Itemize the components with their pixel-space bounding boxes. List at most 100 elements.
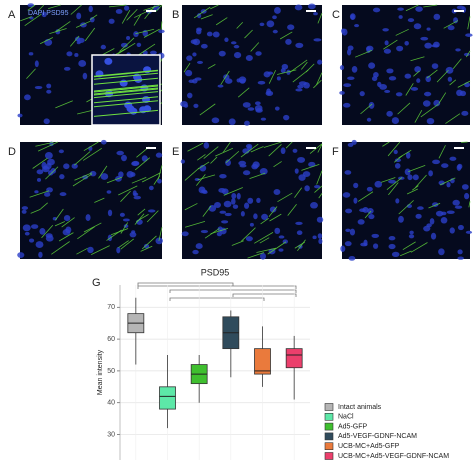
nucleus [36,169,44,175]
nucleus [394,158,402,163]
microscopy-panel [340,139,473,261]
nucleus [345,208,353,214]
inset-fiber [93,100,159,108]
fiber [193,6,211,19]
fiber [51,241,70,255]
nucleus [384,89,391,93]
fiber [355,49,372,58]
fiber [133,14,142,26]
nucleus [345,228,351,233]
nucleus [425,75,432,83]
y-tick-label: 40 [107,400,115,407]
nucleus [388,179,397,184]
nucleus [426,27,431,31]
nucleus [239,164,247,168]
fiber [467,16,471,30]
nucleus [180,100,188,108]
fiber [55,21,71,33]
fiber [118,185,138,196]
nucleus [343,83,352,88]
fiber [197,154,206,161]
fiber [153,175,161,185]
nucleus [395,92,403,97]
nucleus [233,44,240,49]
nucleus [116,150,124,156]
fiber [136,43,156,57]
fiber [452,58,462,69]
nucleus [366,45,374,52]
nucleus [42,166,50,173]
nucleus [404,73,412,79]
fiber [449,79,457,86]
nucleus [408,234,415,239]
fiber [89,14,98,20]
fiber [438,145,446,159]
fiber [200,14,213,20]
fiber [215,17,228,26]
nucleus [256,197,261,204]
nucleus [351,139,357,145]
nucleus [63,163,70,170]
fiber [69,35,80,47]
nucleus [101,139,107,145]
nucleus [317,233,323,239]
nucleus [374,180,383,188]
significance-bracket [169,289,297,293]
fiber [77,226,95,240]
nucleus [465,33,473,37]
nucleus [297,156,306,163]
fiber [27,4,36,11]
nucleus [232,204,239,209]
nucleus [122,218,130,222]
nucleus [398,15,403,19]
nucleus [28,238,35,243]
nucleus [449,227,455,234]
nucleus [131,230,136,234]
nucleus [244,202,250,209]
nucleus [313,38,322,42]
stain-label: DAPI PSD95 [28,10,69,17]
nucleus [382,28,389,32]
nucleus [415,6,423,12]
nucleus [371,233,380,238]
nucleus [115,9,123,14]
panel-label: C [332,9,340,21]
nucleus [292,148,298,153]
nucleus [281,63,289,70]
nucleus [36,178,42,182]
fiber [445,113,461,124]
inset-nucleus [143,105,152,113]
fiber [423,4,438,8]
nucleus [238,76,247,84]
nucleus [71,163,78,169]
legend-label: UCB-MC+Ad5-GFP [338,443,400,450]
fiber [465,50,471,58]
legend-swatch [324,432,334,441]
nucleus [317,59,323,65]
nucleus [245,236,253,242]
y-tick-label: 70 [107,304,115,311]
nucleus [155,152,163,158]
fiber [32,157,48,169]
fiber [37,141,58,152]
microscopy-panel [180,141,324,260]
nucleus [136,42,142,47]
fiber [395,28,409,36]
nucleus [396,45,404,52]
nucleus [274,6,281,14]
fiber [256,247,277,253]
nucleus [224,78,233,84]
nucleus [48,170,54,176]
nucleus [431,63,439,70]
nucleus [82,72,88,80]
nucleus [353,197,358,204]
fiber [285,141,293,149]
nucleus [74,36,81,42]
nucleus [28,52,34,56]
nucleus [34,60,39,68]
fiber [279,31,293,40]
fiber [143,4,161,11]
nucleus [244,120,250,126]
fiber [117,42,136,55]
nucleus [76,41,81,45]
